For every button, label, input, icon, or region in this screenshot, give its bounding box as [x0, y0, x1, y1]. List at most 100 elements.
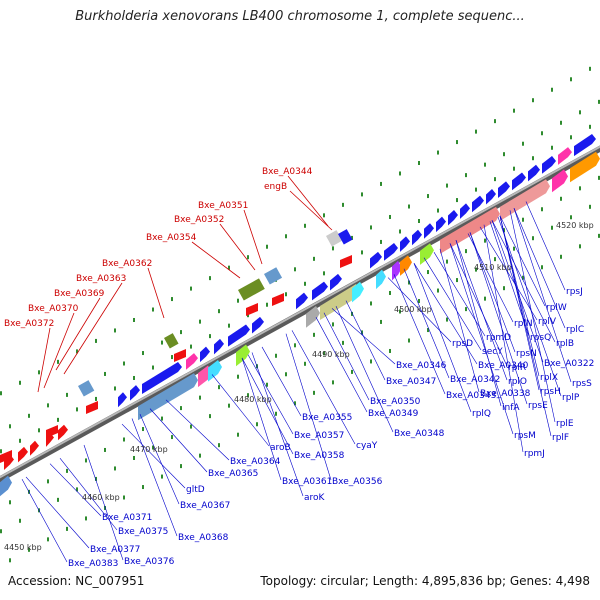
gene-block: [164, 333, 179, 349]
guide-dot: [190, 344, 192, 349]
blue-gene-label: rplE: [556, 419, 574, 429]
blue-leader: [403, 268, 450, 379]
guide-dot: [313, 332, 315, 337]
red-gene-label: engB: [264, 182, 287, 192]
blue-gene-label: Bxe_A0371: [102, 513, 152, 523]
guide-dot: [0, 391, 2, 396]
blue-gene-label: rpsD: [452, 339, 473, 349]
guide-dot: [180, 406, 182, 411]
gene-arrow: [384, 243, 398, 261]
red-gene-mark: [0, 450, 12, 463]
guide-dot: [532, 236, 534, 241]
gene-arrow: [552, 169, 568, 193]
guide-dot: [579, 110, 581, 115]
blue-gene-label: rplB: [556, 339, 574, 349]
blue-leader: [323, 312, 370, 401]
blue-leader: [499, 215, 546, 307]
gene-features[interactable]: [0, 133, 600, 497]
guide-dot: [380, 239, 382, 244]
blue-leader: [291, 330, 356, 445]
guide-dot: [218, 309, 220, 314]
guide-dot: [266, 244, 268, 249]
blue-leader: [513, 208, 572, 383]
red-leader: [147, 267, 165, 319]
guide-dot: [218, 385, 220, 390]
gene-block: [238, 278, 265, 301]
blue-gene-label: Bxe_A0322: [544, 359, 594, 369]
blue-gene-label: Bxe_A0340: [478, 361, 529, 371]
guide-dot: [427, 328, 429, 333]
blue-gene-label: rpsS: [572, 379, 592, 389]
blue-leader: [139, 414, 180, 505]
blue-leader: [251, 352, 304, 497]
guide-dot: [370, 301, 372, 306]
guide-dot: [513, 246, 515, 251]
guide-dot: [190, 424, 192, 429]
guide-dot: [247, 255, 249, 260]
guide-dot: [484, 162, 486, 167]
guide-dot: [209, 414, 211, 419]
guide-dot: [114, 386, 116, 391]
guide-dot: [475, 267, 477, 272]
gene-arrow: [186, 353, 198, 370]
guide-dot: [0, 449, 2, 454]
guide-dot: [28, 413, 30, 418]
blue-gene-label: rplP: [562, 393, 580, 403]
gene-arrow: [228, 324, 250, 347]
guide-dot: [513, 166, 515, 171]
red-gene-label: Bxe_A0352: [174, 215, 224, 225]
red-leader: [37, 327, 51, 393]
guide-dot: [541, 131, 543, 136]
guide-dot: [370, 359, 372, 364]
guide-dot: [484, 238, 486, 243]
blue-gene-label: rplN: [514, 319, 533, 329]
guide-dot: [503, 286, 505, 291]
label-leaders: [21, 175, 572, 563]
gene-arrow: [486, 189, 496, 205]
guide-dot: [104, 447, 106, 452]
guide-dot: [47, 537, 49, 542]
guide-dot: [513, 108, 515, 113]
guide-dot: [408, 204, 410, 209]
guide-dot: [66, 526, 68, 531]
blue-gene-label: rplV: [538, 317, 557, 327]
guide-dot: [304, 223, 306, 228]
guide-dot: [370, 225, 372, 230]
blue-gene-label: Bxe_A0377: [90, 545, 140, 555]
guide-dot: [551, 145, 553, 150]
guide-dot: [285, 234, 287, 239]
guide-dot: [228, 265, 230, 270]
blue-leader: [393, 274, 446, 395]
guide-dot: [503, 152, 505, 157]
guide-dot: [551, 87, 553, 92]
gene-arrow: [30, 440, 39, 456]
guide-dot: [465, 307, 467, 312]
guide-dot: [399, 171, 401, 176]
gene-arrow: [448, 209, 458, 226]
blue-gene-label: secY: [482, 347, 503, 357]
guide-dot: [437, 208, 439, 213]
blue-gene-label: Bxe_A0343: [446, 391, 496, 401]
guide-dot: [465, 249, 467, 254]
guide-dot: [560, 196, 562, 201]
guide-dot: [19, 380, 21, 385]
guide-dot: [484, 296, 486, 301]
guide-dot: [389, 214, 391, 219]
blue-leader: [413, 263, 472, 413]
guide-dot: [494, 177, 496, 182]
gene-arrow: [330, 273, 342, 291]
red-gene-label: Bxe_A0362: [102, 259, 152, 269]
blue-gene-label: Bxe_A0375: [118, 527, 168, 537]
blue-leader: [149, 408, 208, 473]
guide-dot: [351, 235, 353, 240]
guide-dot: [399, 229, 401, 234]
blue-leader: [247, 354, 294, 435]
blue-gene-label: Bxe_A0347: [386, 377, 436, 387]
gene-arrow: [400, 236, 410, 252]
guide-dot: [418, 161, 420, 166]
guide-dot: [247, 313, 249, 318]
kbp-tick-label: 4470 kbp: [130, 445, 168, 454]
guide-dot: [171, 355, 173, 360]
guide-dot: [123, 495, 125, 500]
